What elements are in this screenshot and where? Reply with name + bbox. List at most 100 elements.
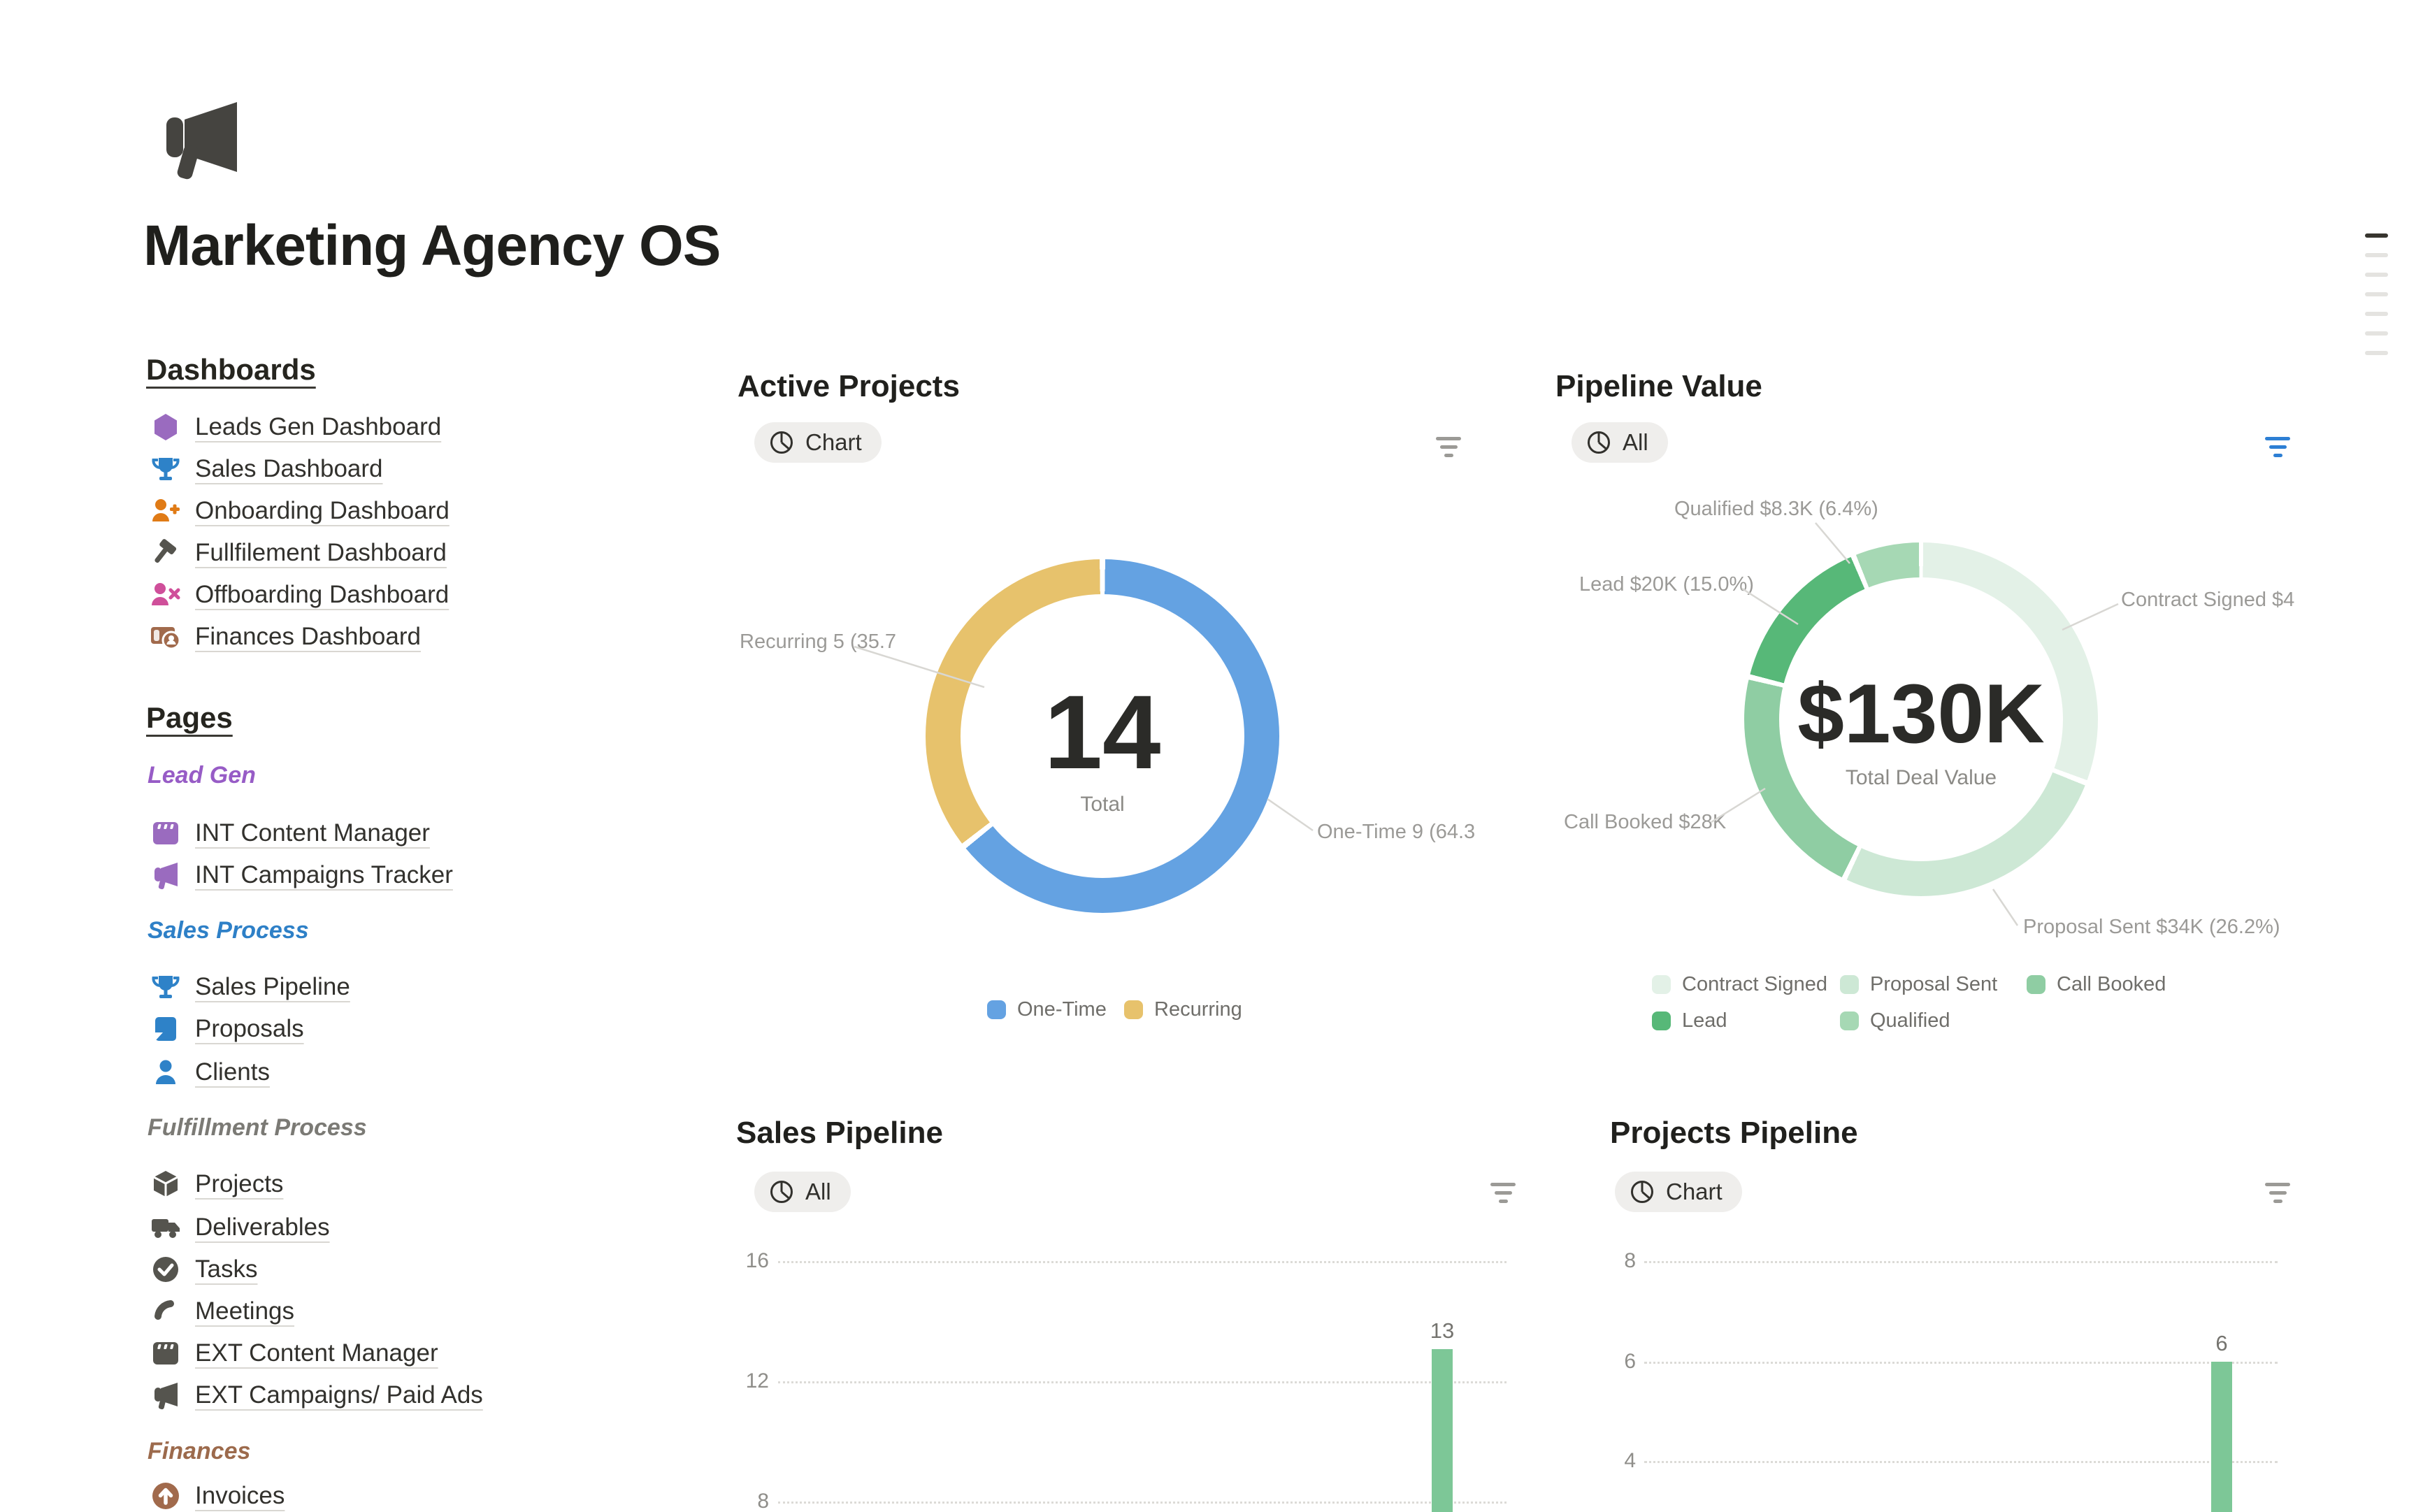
- sidebar-item-label: Clients: [195, 1058, 270, 1086]
- toc-line-active[interactable]: [2365, 233, 2388, 238]
- legend-item-contract-signed[interactable]: Contract Signed: [1652, 973, 1827, 996]
- pie-chart-icon: [768, 1179, 795, 1205]
- clapperboard-icon: [150, 1338, 181, 1369]
- gridline: [778, 1381, 1507, 1383]
- legend-item-recurring[interactable]: Recurring: [1124, 998, 1242, 1021]
- sidebar-item-projects[interactable]: Projects: [150, 1169, 283, 1200]
- toc-line[interactable]: [2365, 292, 2388, 296]
- filter-icon[interactable]: [1488, 1183, 1518, 1203]
- bar-sales-pipeline: [1432, 1349, 1453, 1512]
- sidebar-item-label: Finances Dashboard: [195, 623, 421, 650]
- y-axis-tick: 8: [1624, 1249, 1636, 1272]
- legend-item-qualified[interactable]: Qualified: [1840, 1009, 1950, 1032]
- legend-item-proposal-sent[interactable]: Proposal Sent: [1840, 973, 1997, 996]
- sidebar-item-label: Offboarding Dashboard: [195, 581, 450, 608]
- chart-title-sales-pipeline: Sales Pipeline: [736, 1116, 943, 1150]
- toc-line[interactable]: [2365, 331, 2388, 336]
- sidebar-item-finances-dashboard[interactable]: Finances Dashboard: [150, 621, 421, 652]
- toc-line[interactable]: [2365, 312, 2388, 316]
- sidebar-item-int-campaigns-tracker[interactable]: INT Campaigns Tracker: [150, 860, 453, 891]
- legend-item-lead[interactable]: Lead: [1652, 1009, 1727, 1032]
- gridline: [778, 1502, 1507, 1504]
- toc-line[interactable]: [2365, 253, 2388, 257]
- donut-label-proposal-sent: Proposal Sent $34K (26.2%): [2023, 916, 2280, 938]
- donut-center-value: 14: [1044, 673, 1161, 791]
- outline-nav: [2365, 233, 2388, 355]
- truck-icon: [150, 1212, 181, 1243]
- sidebar-item-leads-gen-dashboard[interactable]: Leads Gen Dashboard: [150, 412, 441, 442]
- view-tab-chart[interactable]: Chart: [1615, 1172, 1742, 1212]
- active-projects-donut: [926, 559, 1279, 913]
- legend-item-call-booked[interactable]: Call Booked: [2027, 973, 2166, 996]
- y-axis-tick: 12: [745, 1369, 769, 1392]
- donut-center-label: Total Deal Value: [1845, 766, 1997, 789]
- gridline: [1644, 1461, 2278, 1463]
- sidebar-item-clients[interactable]: Clients: [150, 1057, 270, 1088]
- sidebar-item-onboarding-dashboard[interactable]: Onboarding Dashboard: [150, 496, 450, 526]
- legend-label: Contract Signed: [1682, 973, 1827, 995]
- hexagon-icon: [150, 412, 181, 442]
- sidebar-item-label: Deliverables: [195, 1214, 330, 1241]
- pie-chart-icon: [1586, 429, 1612, 456]
- sidebar-item-int-content-manager[interactable]: INT Content Manager: [150, 818, 430, 849]
- sidebar-item-ext-content-manager[interactable]: EXT Content Manager: [150, 1338, 438, 1369]
- pie-chart-icon: [1629, 1179, 1655, 1205]
- view-tab-label: All: [1623, 429, 1648, 455]
- sidebar-item-fullfilement-dashboard[interactable]: Fullfilement Dashboard: [150, 538, 447, 568]
- sidebar-heading-pages: Pages: [146, 701, 233, 734]
- y-axis-tick: 6: [1624, 1350, 1636, 1373]
- toc-line[interactable]: [2365, 273, 2388, 277]
- sidebar-item-label: Sales Dashboard: [195, 455, 383, 482]
- bar-projects-pipeline: [2211, 1362, 2232, 1512]
- legend-swatch: [987, 1000, 1006, 1019]
- gridline: [778, 1261, 1507, 1263]
- filter-icon[interactable]: [2263, 1183, 2292, 1203]
- sidebar-item-ext-campaigns-paid-ads[interactable]: EXT Campaigns/ Paid Ads: [150, 1380, 483, 1411]
- sidebar-item-offboarding-dashboard[interactable]: Offboarding Dashboard: [150, 579, 449, 610]
- y-axis-tick: 4: [1624, 1449, 1636, 1472]
- sidebar-item-meetings[interactable]: Meetings: [150, 1296, 294, 1327]
- sidebar-item-proposals[interactable]: Proposals: [150, 1014, 304, 1044]
- view-tab-all[interactable]: All: [754, 1172, 851, 1212]
- trophy-icon: [150, 454, 181, 484]
- phone-icon: [150, 1296, 181, 1327]
- filter-icon[interactable]: [1434, 437, 1463, 457]
- sidebar-item-label: Leads Gen Dashboard: [195, 413, 442, 440]
- toc-line[interactable]: [2365, 351, 2388, 355]
- sidebar-item-sales-dashboard[interactable]: Sales Dashboard: [150, 454, 383, 484]
- filter-icon-active[interactable]: [2263, 437, 2292, 457]
- bar-value-label: 13: [1430, 1318, 1455, 1343]
- sidebar-item-sales-pipeline[interactable]: Sales Pipeline: [150, 972, 350, 1002]
- group-label-sales-process: Sales Process: [148, 917, 309, 944]
- view-tab-label: Chart: [1666, 1179, 1723, 1204]
- document-icon: [150, 1014, 181, 1044]
- clapperboard-icon: [150, 818, 181, 849]
- donut-center-value: $130K: [1797, 667, 2045, 761]
- sidebar-item-deliverables[interactable]: Deliverables: [150, 1212, 330, 1243]
- legend-item-one-time[interactable]: One-Time: [987, 998, 1107, 1021]
- megaphone-logo[interactable]: [155, 101, 240, 180]
- view-tab-all[interactable]: All: [1572, 422, 1668, 463]
- arrow-up-circle-icon: [150, 1481, 181, 1511]
- sidebar-item-invoices[interactable]: Invoices: [150, 1481, 285, 1511]
- trophy-icon: [150, 972, 181, 1002]
- legend-swatch: [1840, 1011, 1859, 1030]
- gridline: [1644, 1362, 2278, 1364]
- pie-chart-icon: [768, 429, 795, 456]
- legend-swatch: [2027, 975, 2045, 994]
- group-label-lead-gen: Lead Gen: [148, 762, 256, 789]
- bar-value-label: 6: [2215, 1331, 2228, 1355]
- view-tab-chart[interactable]: Chart: [754, 422, 882, 463]
- sidebar-item-label: Fullfilement Dashboard: [195, 539, 447, 566]
- sidebar-item-tasks[interactable]: Tasks: [150, 1254, 257, 1285]
- sidebar-item-label: INT Campaigns Tracker: [195, 861, 453, 888]
- group-label-finances: Finances: [148, 1438, 251, 1464]
- megaphone-icon: [150, 860, 181, 891]
- sidebar-item-label: INT Content Manager: [195, 819, 430, 847]
- sidebar-item-label: Onboarding Dashboard: [195, 497, 450, 524]
- gridline: [1644, 1261, 2278, 1263]
- person-x-icon: [150, 579, 181, 610]
- page-title: Marketing Agency OS: [143, 214, 721, 278]
- donut-center-label: Total: [1080, 793, 1125, 816]
